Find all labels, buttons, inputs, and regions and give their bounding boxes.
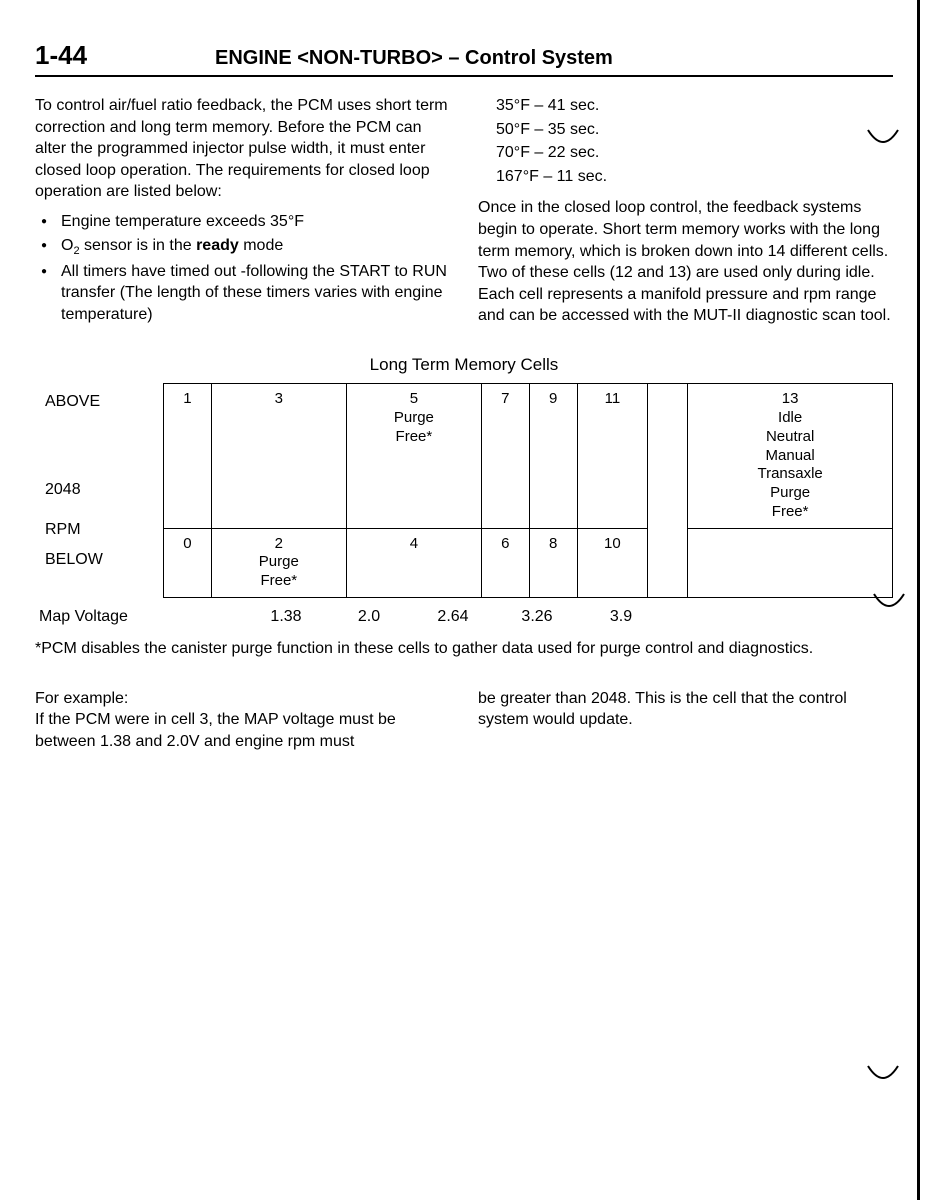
map-val-2: 2.0 [327, 608, 411, 626]
example-left: For example: If the PCM were in cell 3, … [35, 688, 450, 753]
cell-3: 3 [211, 384, 346, 528]
example-left-text: If the PCM were in cell 3, the MAP volta… [35, 709, 450, 752]
ready-bold: ready [196, 237, 239, 254]
cell-11: 11 [577, 384, 648, 528]
bullet-engine-temp: Engine temperature exceeds 35°F [35, 211, 450, 233]
table-title: Long Term Memory Cells [35, 355, 893, 375]
bullet-timers: All timers have timed out -following the… [35, 261, 450, 326]
table-row-above: 1 3 5 Purge Free* 7 9 11 13 Idle Neutral… [164, 384, 893, 528]
section-title: ENGINE <NON-TURBO> – Control System [215, 47, 893, 70]
page-header: 1-44 ENGINE <NON-TURBO> – Control System [35, 40, 893, 77]
pcm-footnote: *PCM disables the canister purge functio… [35, 640, 893, 658]
label-2048: 2048 [45, 481, 81, 499]
cell-4: 4 [346, 528, 481, 597]
example-heading: For example: [35, 688, 450, 710]
example-block: For example: If the PCM were in cell 3, … [35, 688, 893, 753]
map-val-4: 3.26 [495, 608, 579, 626]
cell-8: 8 [529, 528, 577, 597]
map-val-5: 3.9 [579, 608, 663, 626]
map-voltage-row: Map Voltage 1.38 2.0 2.64 3.26 3.9 [35, 608, 893, 626]
bullet-o2-sensor: O2 sensor is in the ready mode [35, 235, 450, 259]
cell-10: 10 [577, 528, 648, 597]
page-number: 1-44 [35, 40, 215, 71]
memory-cells-table-wrap: ABOVE 2048 RPM BELOW 1 3 5 Purge Free* 7… [35, 383, 893, 598]
o2-text-b: sensor is in the [80, 237, 197, 254]
map-voltage-label: Map Voltage [35, 608, 163, 626]
cell-blank-end [688, 528, 893, 597]
cell-7: 7 [481, 384, 529, 528]
cell-5: 5 Purge Free* [346, 384, 481, 528]
table-row-below: 0 2 Purge Free* 4 6 8 10 [164, 528, 893, 597]
requirements-list: Engine temperature exceeds 35°F O2 senso… [35, 211, 450, 325]
temp-70: 70°F – 22 sec. [478, 142, 893, 164]
map-val-1: 1.38 [245, 608, 327, 626]
table-side-labels: ABOVE 2048 RPM BELOW [35, 383, 163, 598]
cell-2: 2 Purge Free* [211, 528, 346, 597]
temp-167: 167°F – 11 sec. [478, 166, 893, 188]
map-voltage-values: 1.38 2.0 2.64 3.26 3.9 [163, 608, 893, 626]
intro-left-column: To control air/fuel ratio feedback, the … [35, 95, 450, 327]
label-rpm: RPM [45, 521, 81, 539]
intro-right-column: 35°F – 41 sec. 50°F – 35 sec. 70°F – 22 … [478, 95, 893, 327]
page-border-right [917, 0, 920, 1200]
cell-13: 13 Idle Neutral Manual Transaxle Purge F… [688, 384, 893, 528]
temp-35: 35°F – 41 sec. [478, 95, 893, 117]
cell-6: 6 [481, 528, 529, 597]
example-right-text: be greater than 2048. This is the cell t… [478, 688, 893, 731]
punch-hole-icon-2 [872, 590, 906, 614]
label-below: BELOW [45, 551, 103, 569]
cell-9: 9 [529, 384, 577, 528]
punch-hole-icon [866, 126, 900, 150]
cell-1: 1 [164, 384, 212, 528]
example-right: be greater than 2048. This is the cell t… [478, 688, 893, 753]
o2-text-a: O [61, 237, 73, 254]
punch-hole-icon-3 [866, 1062, 900, 1086]
intro-paragraph: To control air/fuel ratio feedback, the … [35, 95, 450, 203]
memory-cells-table: 1 3 5 Purge Free* 7 9 11 13 Idle Neutral… [163, 383, 893, 598]
closed-loop-paragraph: Once in the closed loop control, the fee… [478, 197, 893, 327]
label-above: ABOVE [45, 393, 100, 411]
map-val-3: 2.64 [411, 608, 495, 626]
cell-blank-narrow [648, 384, 688, 598]
intro-columns: To control air/fuel ratio feedback, the … [35, 95, 893, 327]
o2-text-d: mode [239, 237, 283, 254]
cell-0: 0 [164, 528, 212, 597]
temp-50: 50°F – 35 sec. [478, 119, 893, 141]
